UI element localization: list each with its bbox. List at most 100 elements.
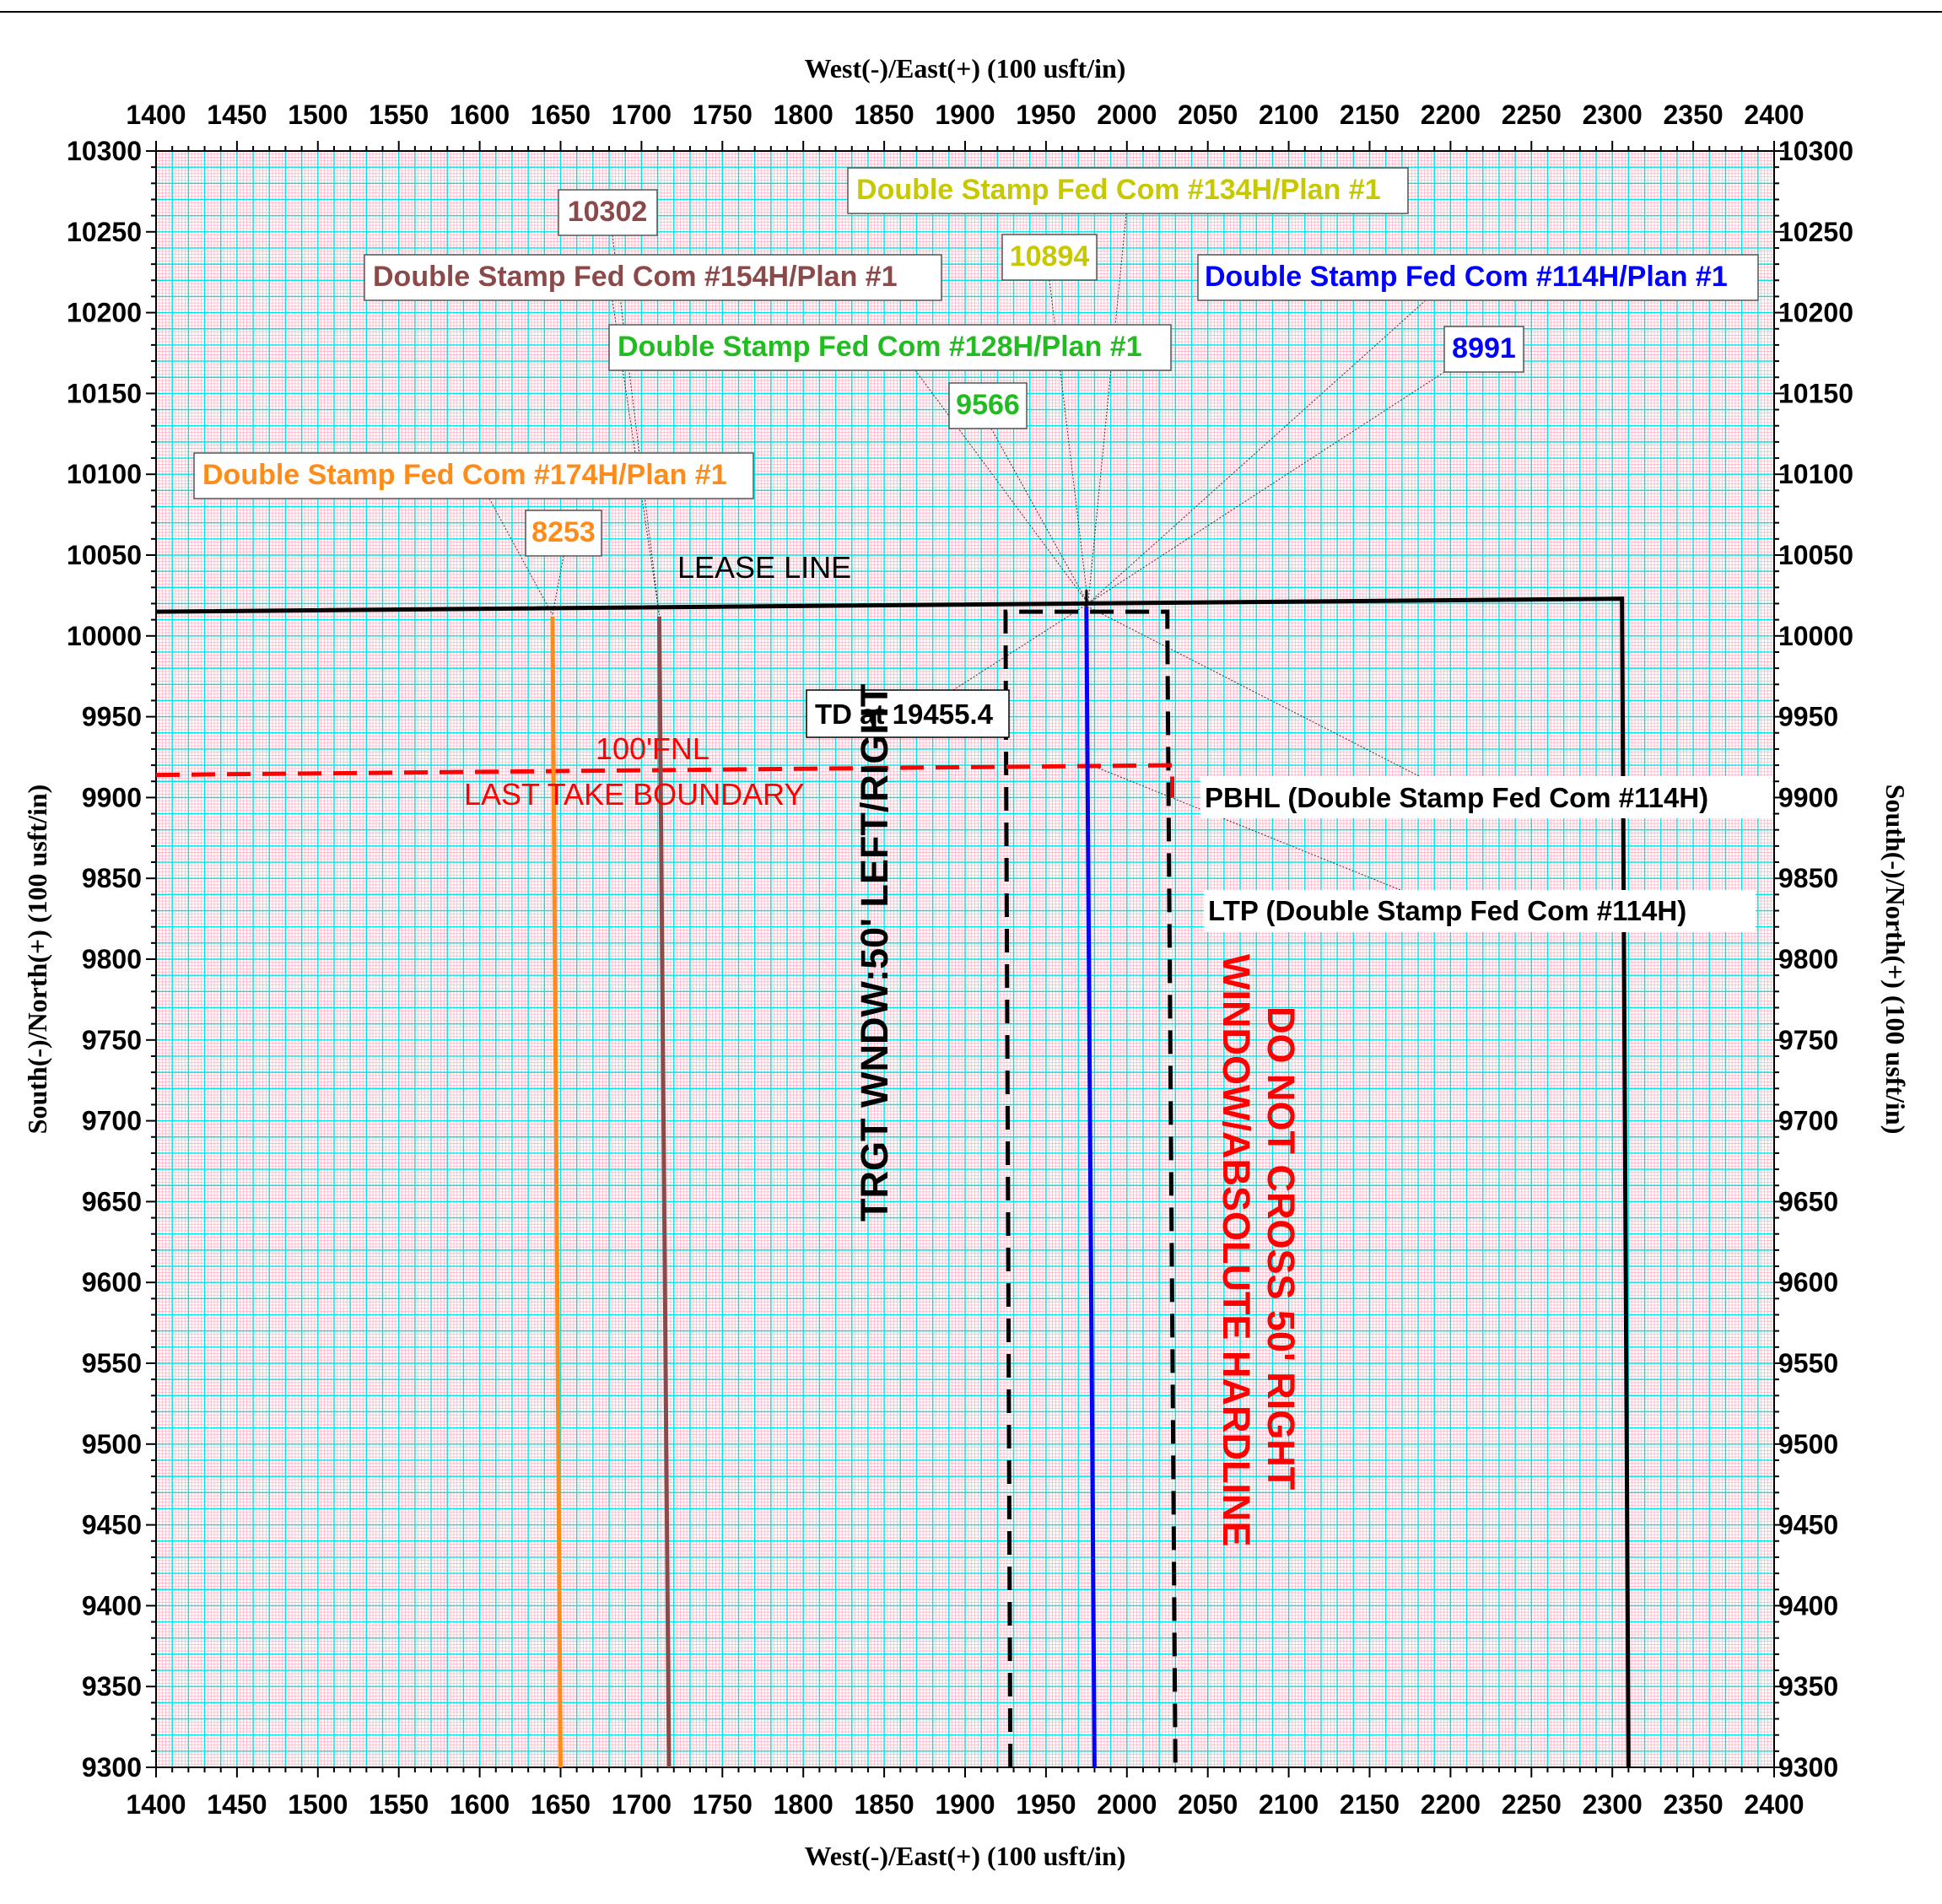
- td-label: TD at 19455.4: [815, 698, 994, 730]
- callout-box-134-number: [1001, 234, 1098, 281]
- y-tick-label-left: 10300: [67, 136, 142, 166]
- x-tick-label-top: 1650: [531, 100, 591, 130]
- callout-154-number: 10302: [568, 196, 648, 228]
- well-path-s174: [550, 616, 563, 1768]
- y-tick-label-left: 10150: [67, 378, 142, 408]
- y-tick-label-right: 9400: [1778, 1590, 1838, 1621]
- x-tick-label-bottom: 1500: [288, 1789, 348, 1820]
- callout-114-name: Double Stamp Fed Com #114H/Plan #1: [1205, 261, 1728, 293]
- y-tick-label-left: 9750: [82, 1025, 142, 1055]
- y-tick-label-left: 9400: [82, 1590, 142, 1621]
- y-tick-label-left: 9450: [82, 1510, 142, 1540]
- x-tick-label-bottom: 1400: [126, 1789, 186, 1820]
- x-tick-label-top: 2300: [1583, 100, 1643, 130]
- boundary-lease: [155, 596, 1631, 1768]
- y-tick-label-left: 9700: [82, 1106, 142, 1136]
- target-window-label: TRGT WNDW:50' LEFT/RIGHT: [853, 684, 896, 1222]
- x-tick-label-top: 2350: [1664, 100, 1724, 130]
- x-tick-label-top: 1500: [288, 100, 348, 130]
- x-tick-label-bottom: 2300: [1583, 1789, 1643, 1820]
- y-tick-label-left: 9850: [82, 863, 142, 893]
- ltp-label: LTP (Double Stamp Fed Com #114H): [1208, 895, 1686, 926]
- x-tick-label-top: 2150: [1340, 100, 1400, 130]
- y-tick-label-right: 9800: [1778, 944, 1838, 974]
- y-tick-label-right: 9750: [1778, 1025, 1838, 1055]
- callout-box-174-number: [525, 510, 602, 557]
- well-path-s114: [1084, 607, 1097, 1768]
- y-tick-label-left: 10200: [67, 298, 142, 328]
- x-tick-label-bottom: 2050: [1178, 1789, 1238, 1820]
- x-tick-label-top: 2400: [1744, 100, 1804, 130]
- y-tick-label-right: 9550: [1778, 1348, 1838, 1378]
- callout-box-128-name: [608, 324, 1172, 371]
- y-tick-label-left: 9900: [82, 782, 142, 812]
- leader-line-name114: [1087, 299, 1427, 604]
- y-tick-label-right: 10300: [1778, 136, 1853, 166]
- x-tick-label-bottom: 2250: [1502, 1789, 1562, 1820]
- callout-174-number: 8253: [531, 516, 596, 548]
- x-tick-label-top: 1850: [855, 100, 914, 130]
- y-axis-title-right: South(-)/North(+) (100 usft/in): [1880, 785, 1911, 1135]
- y-tick-label-left: 9600: [82, 1267, 142, 1297]
- y-tick-label-left: 9350: [82, 1671, 142, 1702]
- callout-box-114-name: [1197, 254, 1759, 301]
- leader-line-num128: [990, 428, 1089, 604]
- x-tick-label-bottom: 2350: [1664, 1789, 1724, 1820]
- x-tick-label-top: 1400: [126, 100, 186, 130]
- pbhl-label-mask: [1200, 776, 1772, 818]
- x-tick-label-bottom: 2400: [1744, 1789, 1804, 1820]
- y-tick-label-right: 9700: [1778, 1106, 1838, 1136]
- x-tick-label-bottom: 1650: [531, 1789, 591, 1820]
- x-tick-label-top: 2250: [1502, 100, 1562, 130]
- hardline-label-line1: DO NOT CROSS 50' RIGHT: [1260, 1006, 1303, 1490]
- y-tick-label-left: 10100: [67, 459, 142, 489]
- y-tick-label-right: 9450: [1778, 1510, 1838, 1540]
- boundary-target-window: [1003, 609, 1178, 1768]
- x-tick-label-top: 2050: [1178, 100, 1238, 130]
- y-tick-label-right: 9650: [1778, 1186, 1838, 1216]
- y-tick-label-right: 10150: [1778, 378, 1853, 408]
- x-tick-label-top: 1750: [693, 100, 753, 130]
- boundary-last-take: [155, 763, 1174, 798]
- y-tick-label-right: 10000: [1778, 621, 1853, 651]
- x-tick-label-top: 1900: [935, 100, 995, 130]
- callout-box-154-number: [558, 189, 658, 236]
- td-label-box: [806, 689, 1010, 738]
- x-tick-label-top: 1700: [612, 100, 672, 130]
- callout-174-name: Double Stamp Fed Com #174H/Plan #1: [202, 459, 727, 491]
- fnl-label: 100'FNL: [596, 731, 709, 766]
- x-tick-label-top: 1800: [774, 100, 833, 130]
- x-tick-label-bottom: 1900: [935, 1789, 995, 1820]
- callout-134-name: Double Stamp Fed Com #134H/Plan #1: [856, 174, 1381, 206]
- y-tick-label-right: 9350: [1778, 1671, 1838, 1702]
- leader-line-pbhl: [1087, 606, 1420, 777]
- y-tick-label-right: 9950: [1778, 702, 1838, 732]
- hardline-label-line2: WINDOW/ABSOLUTE HARDLINE: [1215, 954, 1258, 1546]
- y-tick-label-left: 10250: [67, 217, 142, 247]
- y-tick-label-left: 9300: [82, 1752, 142, 1783]
- y-tick-label-left: 10050: [67, 540, 142, 570]
- lease-line-label: LEASE LINE: [677, 550, 851, 585]
- x-tick-label-bottom: 1600: [450, 1789, 510, 1820]
- leader-line-ltp: [1091, 764, 1401, 891]
- leader-line-name128: [914, 369, 1089, 604]
- callout-114-number: 8991: [1452, 332, 1516, 364]
- callout-134-number: 10894: [1010, 240, 1090, 272]
- minor-grid-horizontal: [156, 154, 1774, 1765]
- callout-box-114-number: [1443, 326, 1524, 373]
- x-tick-label-bottom: 1800: [774, 1789, 833, 1820]
- x-tick-label-bottom: 1550: [369, 1789, 429, 1820]
- y-tick-label-left: 10000: [67, 621, 142, 651]
- x-tick-label-top: 1450: [207, 100, 267, 130]
- callout-box-134-name: [847, 167, 1409, 214]
- x-tick-label-bottom: 2200: [1421, 1789, 1481, 1820]
- y-tick-label-right: 9300: [1778, 1752, 1838, 1783]
- x-axis-title-bottom: West(-)/East(+) (100 usft/in): [805, 1841, 1126, 1871]
- axis-tick-marks: [146, 141, 1784, 1777]
- x-tick-label-top: 1600: [450, 100, 510, 130]
- y-tick-label-left: 9550: [82, 1348, 142, 1378]
- x-tick-label-bottom: 2100: [1259, 1789, 1319, 1820]
- ltp-label-mask: [1204, 890, 1756, 932]
